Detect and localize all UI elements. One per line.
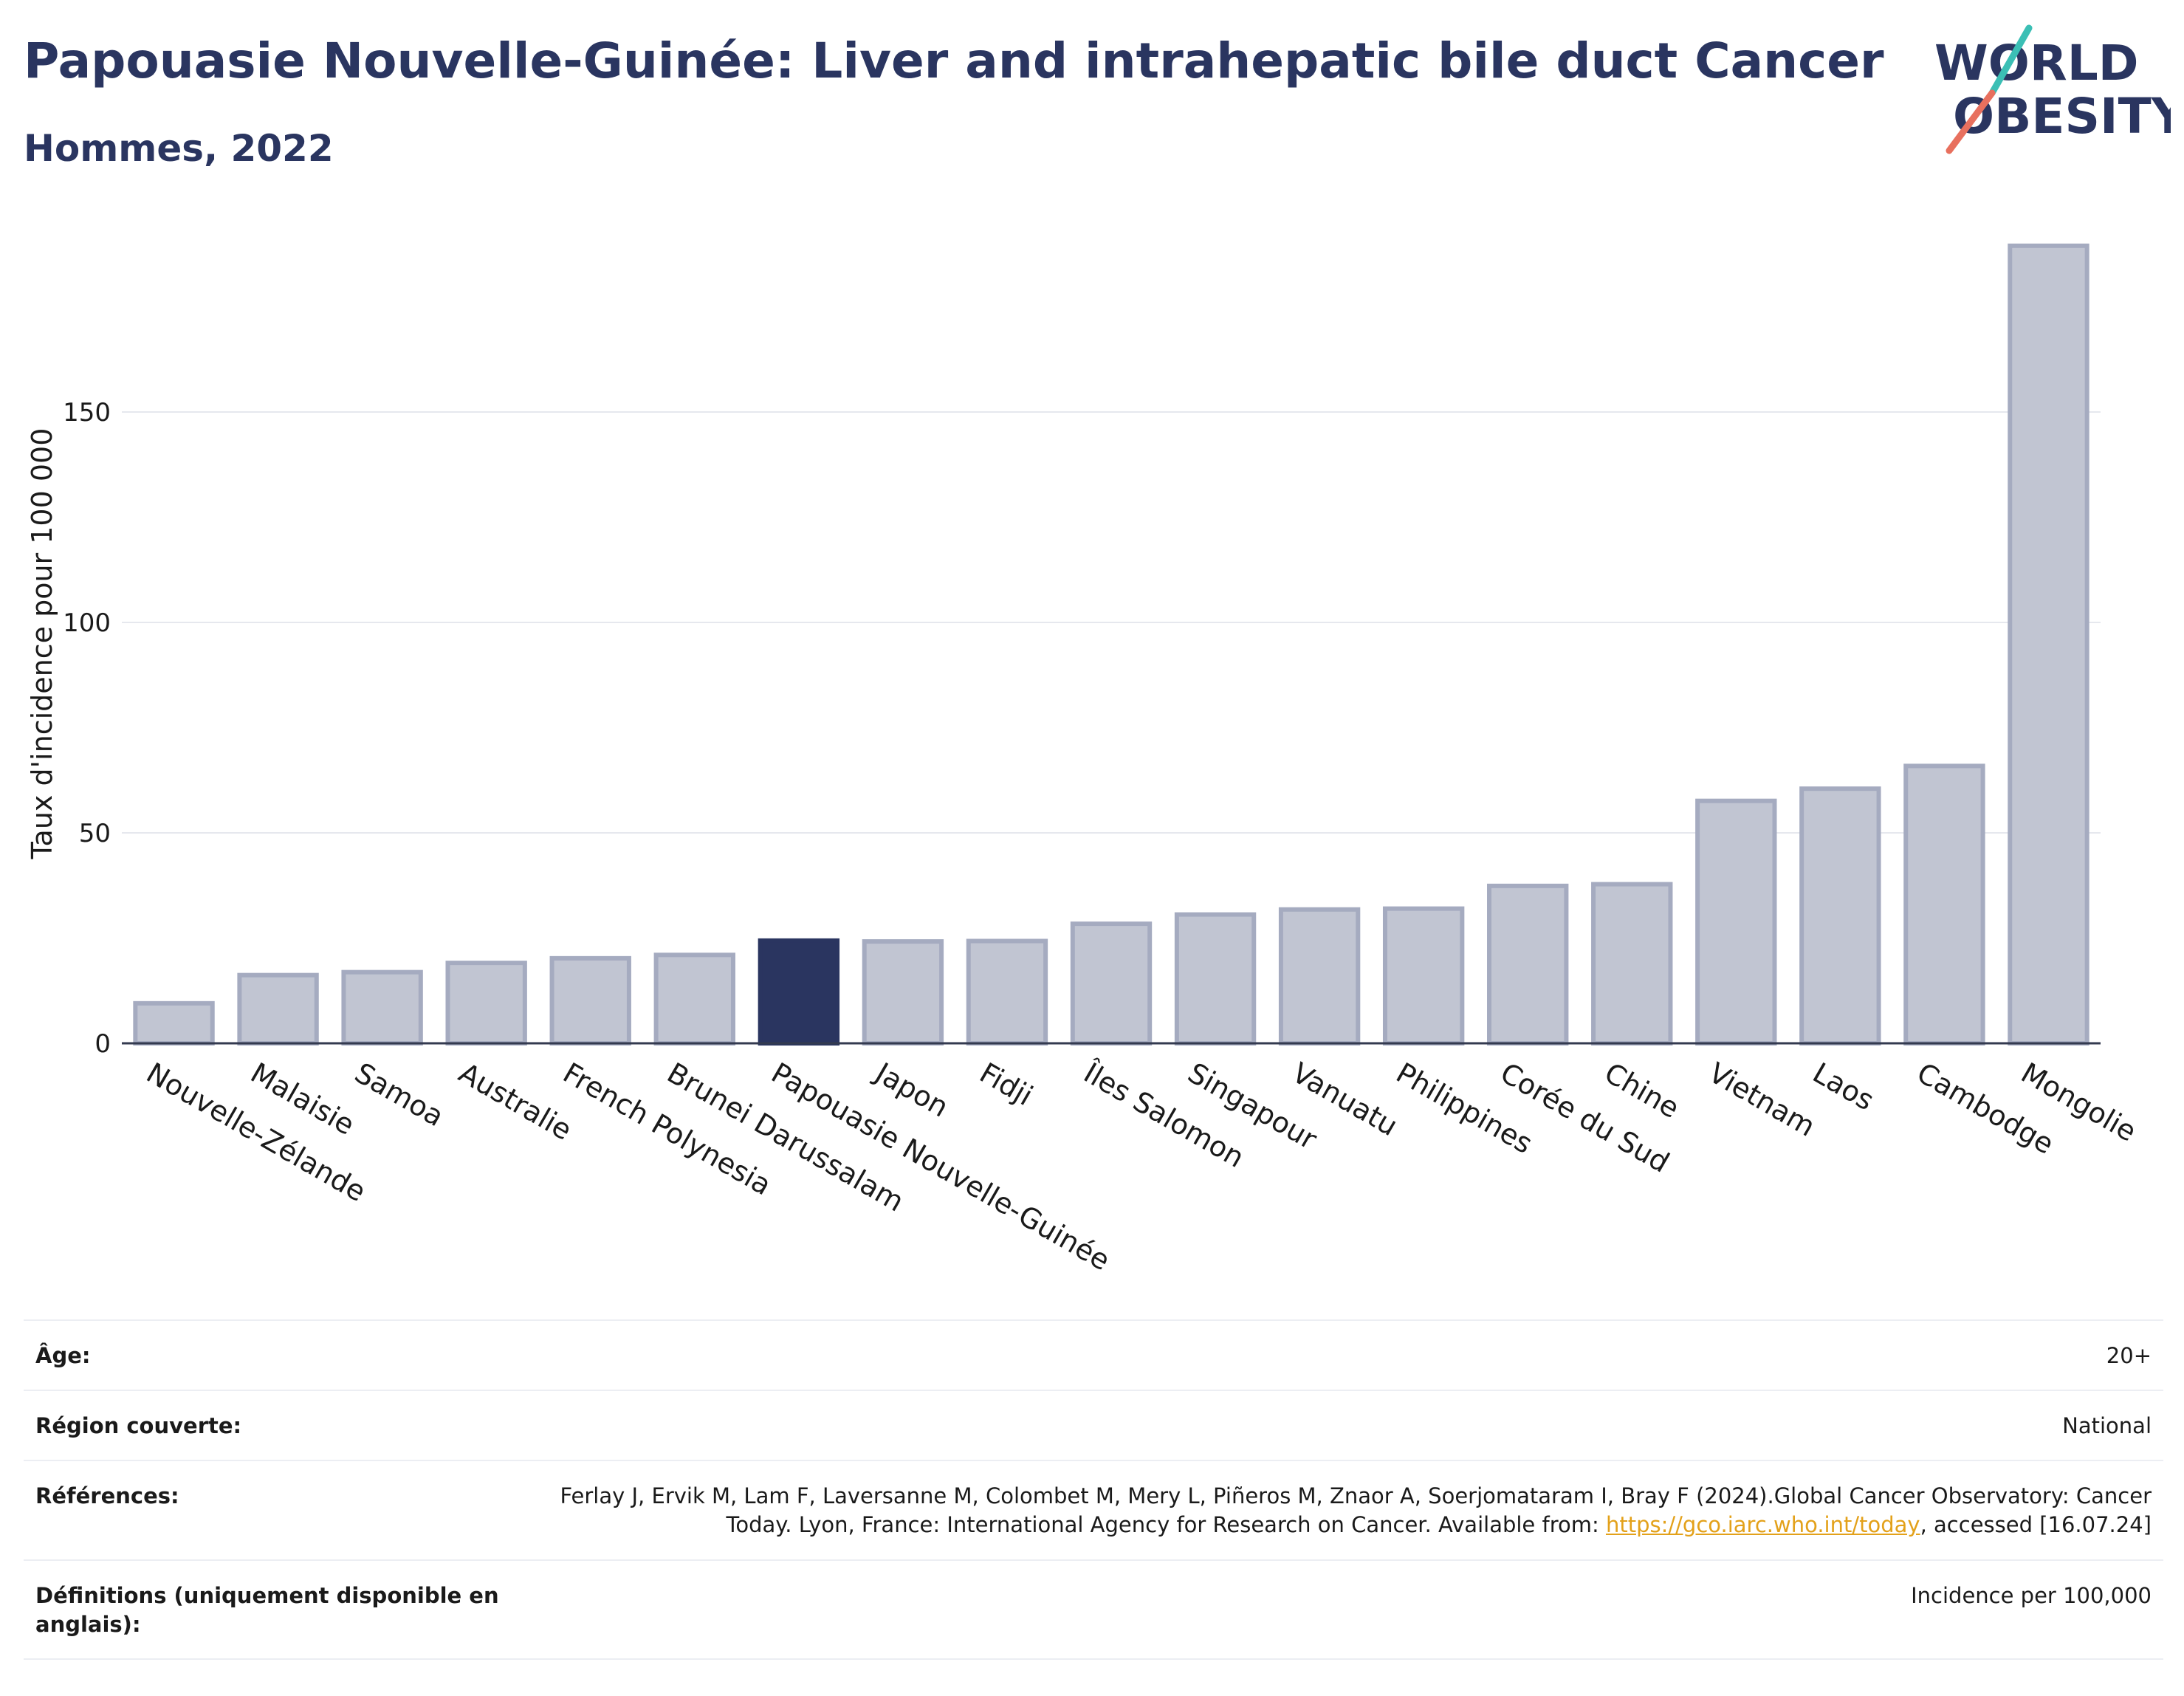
bar-3	[445, 961, 527, 1046]
bar-5	[653, 952, 735, 1046]
bar-17	[1903, 763, 1985, 1046]
reference-accessed: , accessed [16.07.24]	[1920, 1512, 2152, 1538]
bar-12	[1382, 906, 1465, 1046]
bar-10	[1174, 912, 1257, 1046]
bar-1	[237, 972, 319, 1046]
meta-label: Âge:	[35, 1343, 91, 1368]
y-tick-label: 100	[63, 608, 111, 638]
bar-14	[1591, 882, 1673, 1046]
chart-title: Papouasie Nouvelle-Guinée: Liver and int…	[24, 32, 1884, 89]
bar-11	[1278, 907, 1361, 1046]
bar-18	[2008, 243, 2089, 1046]
meta-label: Région couverte:	[35, 1413, 242, 1439]
bar-15	[1695, 798, 1777, 1046]
meta-row-region: Région couverte: National	[24, 1390, 2163, 1460]
bar-4	[549, 955, 631, 1046]
chart-subtitle: Hommes, 2022	[24, 127, 334, 170]
y-axis-label: Taux d'incidence pour 100 000	[26, 428, 58, 860]
bars-layer	[133, 243, 2089, 1046]
x-tick-label: Samoa	[349, 1057, 449, 1133]
x-tick-label: Fidji	[974, 1057, 1038, 1113]
meta-row-definitions: Définitions (uniquement disponible en an…	[24, 1559, 2163, 1660]
x-tick-label: Laos	[1807, 1057, 1880, 1117]
bar-0	[133, 1000, 215, 1046]
metadata-table: Âge: 20+ Région couverte: National Référ…	[24, 1319, 2163, 1660]
logo-word-world: WORLD	[1934, 35, 2139, 92]
x-tick-label: Vietnam	[1703, 1057, 1821, 1143]
y-tick-label: 150	[63, 398, 111, 428]
bar-13	[1487, 883, 1569, 1046]
bar-8	[966, 938, 1048, 1046]
reference-link[interactable]: https://gco.iarc.who.int/today	[1605, 1512, 1920, 1538]
grid-layer	[122, 411, 2101, 834]
meta-row-references: Références: Ferlay J, Ervik M, Lam F, La…	[24, 1460, 2163, 1559]
y-tick-label: 50	[79, 819, 111, 848]
y-tick-label: 0	[95, 1029, 111, 1059]
bar-7	[862, 939, 944, 1046]
x-tick-label: Australie	[453, 1057, 577, 1147]
meta-value: Incidence per 100,000	[1911, 1582, 2152, 1608]
reference-text: Ferlay J, Ervik M, Lam F, Laversanne M, …	[560, 1483, 2152, 1538]
meta-label: Références:	[35, 1483, 179, 1509]
meta-label: Définitions (uniquement disponible en an…	[35, 1582, 499, 1637]
world-obesity-logo: WORLD OBESITY	[1934, 24, 2171, 154]
bar-6	[758, 938, 840, 1046]
meta-row-age: Âge: 20+	[24, 1319, 2163, 1390]
meta-value: Ferlay J, Ervik M, Lam F, Laversanne M, …	[552, 1482, 2152, 1539]
meta-value: National	[2062, 1413, 2152, 1439]
meta-value: 20+	[2106, 1343, 2152, 1368]
bar-16	[1799, 786, 1881, 1046]
bar-9	[1070, 921, 1153, 1046]
bar-2	[341, 969, 423, 1046]
